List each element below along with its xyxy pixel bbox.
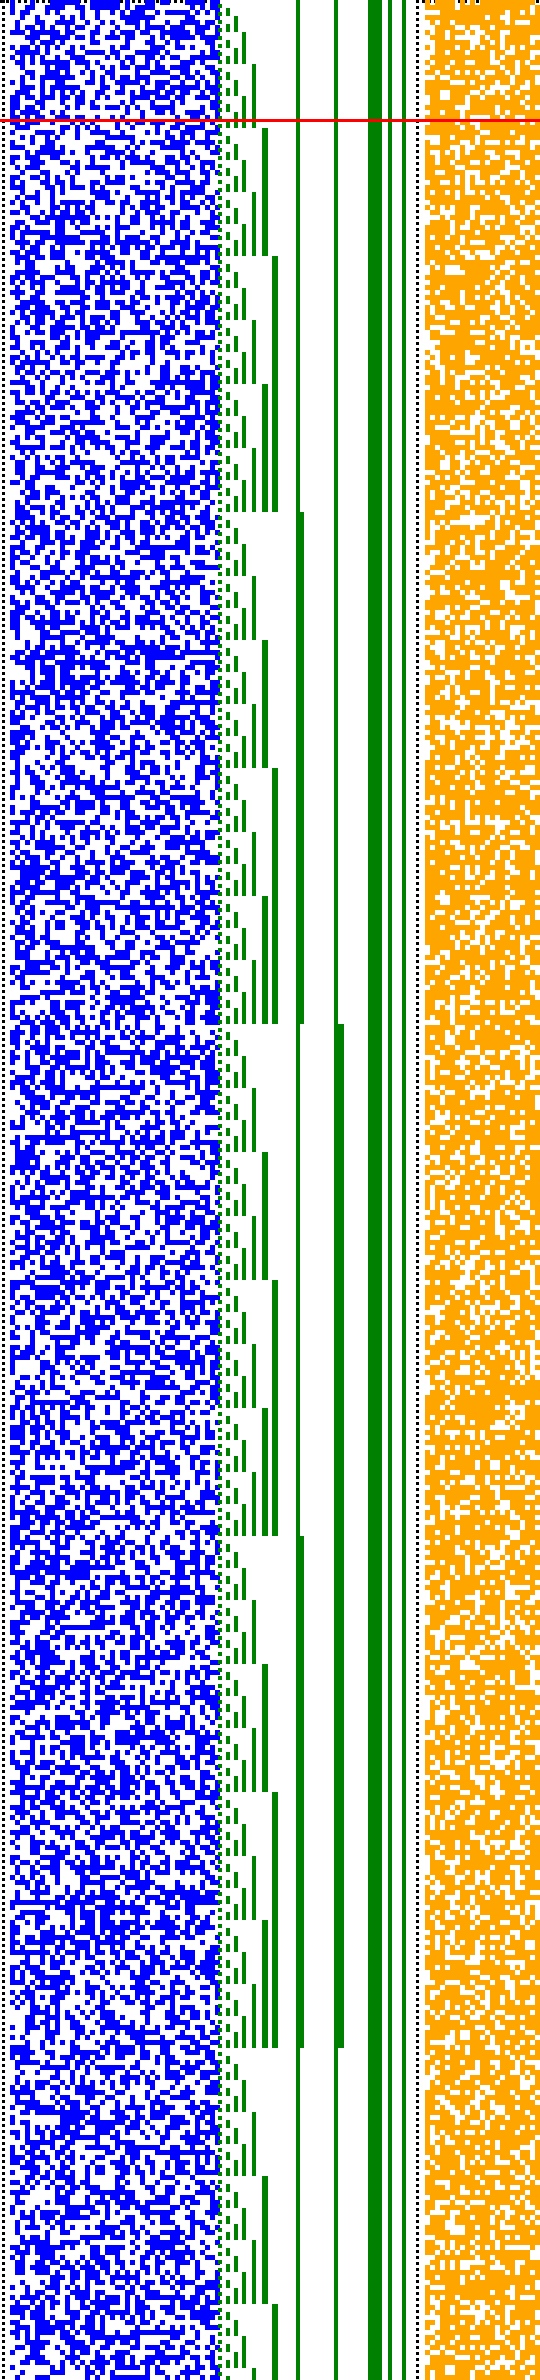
green-solid-bar-4 [402,0,406,2380]
middle-dotted-border [416,0,419,2379]
highlight-line [0,119,540,122]
green-counter-columns [218,0,406,2380]
green-counter-columns-bit-2 [234,16,238,2368]
top-dotted-border [0,0,539,3]
blue-bit-grid [10,0,220,2380]
orange-bit-grid [425,0,540,2380]
left-dotted-border [2,0,5,2379]
green-counter-columns-bit-6 [272,256,278,2380]
green-counter-columns-bit-1 [226,8,230,2380]
red-highlight-rule [0,119,540,122]
orange-bit-grid-cells [425,0,540,2380]
green-solid-bar-1 [334,0,338,2380]
green-counter-columns-bit-3 [242,32,246,2368]
green-counter-columns-bit-4 [252,64,256,2380]
green-solid-bar-0 [296,0,300,2380]
green-counter-columns-bit-5 [262,128,268,2304]
left-border-dots [2,0,5,2379]
green-solid-bar-3 [388,0,392,2380]
middle-border-dots [416,0,419,2379]
green-counter-columns-bit-0 [218,4,222,2376]
blue-bit-grid-cells [10,0,220,2380]
green-solid-bar-2 [368,0,382,2380]
